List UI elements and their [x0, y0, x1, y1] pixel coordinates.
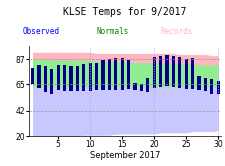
- Bar: [82, 64, 85, 91]
- Text: KLSE Temps for 9/2017: KLSE Temps for 9/2017: [62, 7, 185, 17]
- Bar: [209, 79, 213, 94]
- Bar: [107, 59, 110, 90]
- Bar: [88, 63, 91, 91]
- Bar: [178, 57, 181, 88]
- Bar: [216, 81, 219, 94]
- Bar: [197, 76, 200, 90]
- Bar: [126, 60, 130, 89]
- Text: Normals: Normals: [96, 27, 129, 36]
- Bar: [133, 83, 136, 90]
- Text: Observed: Observed: [22, 27, 59, 36]
- Bar: [69, 66, 72, 91]
- Bar: [190, 58, 194, 89]
- Bar: [165, 54, 168, 85]
- Bar: [94, 63, 98, 90]
- Bar: [63, 65, 66, 91]
- Bar: [158, 56, 162, 87]
- Bar: [120, 58, 123, 90]
- Bar: [101, 60, 104, 90]
- Bar: [50, 69, 53, 94]
- Bar: [114, 58, 117, 90]
- Bar: [152, 57, 155, 88]
- Text: Records: Records: [159, 27, 192, 36]
- Bar: [75, 66, 79, 91]
- Bar: [184, 59, 187, 89]
- Bar: [37, 65, 40, 88]
- Bar: [31, 68, 34, 84]
- Bar: [203, 78, 206, 91]
- Bar: [139, 84, 142, 91]
- Bar: [44, 66, 47, 92]
- Bar: [171, 56, 174, 87]
- Bar: [146, 78, 149, 92]
- Bar: [56, 65, 60, 90]
- X-axis label: September 2017: September 2017: [90, 151, 160, 160]
